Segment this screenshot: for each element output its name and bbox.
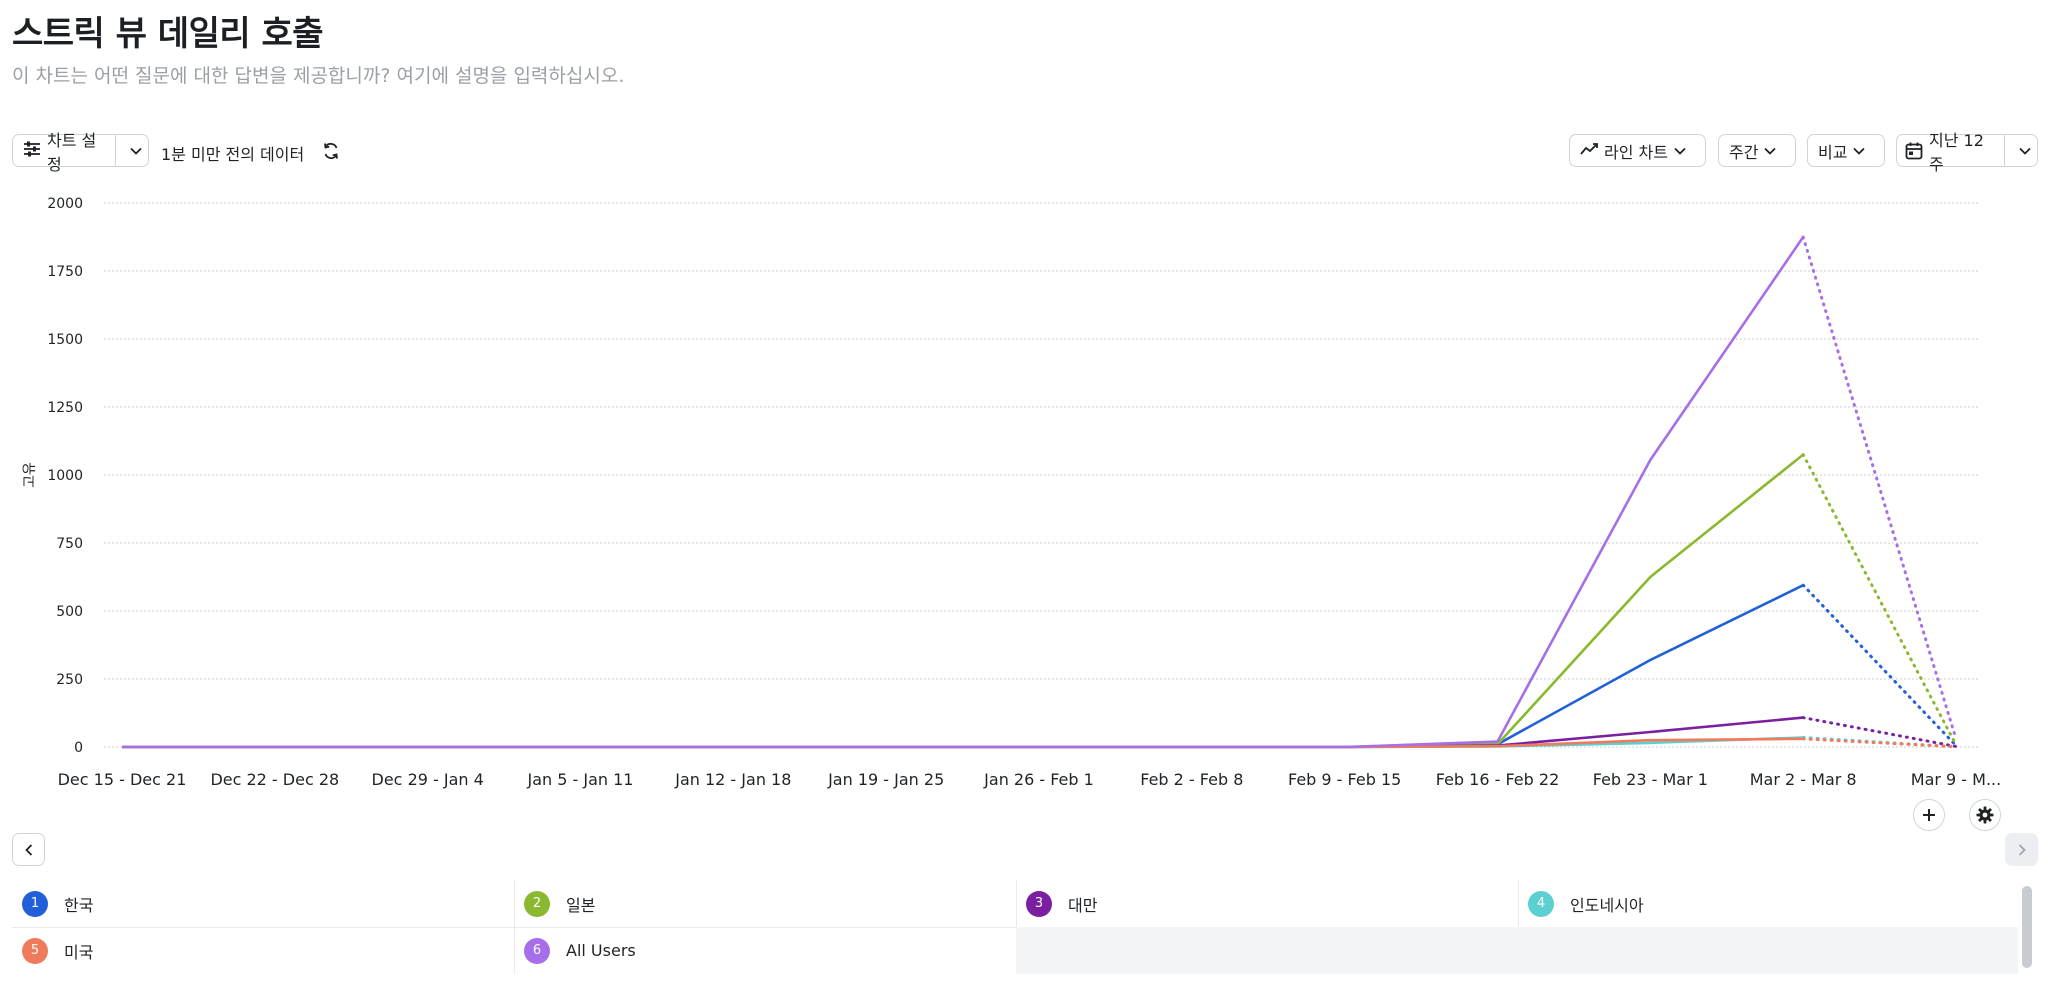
chart-settings-label: 차트 설정 (47, 130, 97, 174)
x-tick-label: Feb 23 - Mar 1 (1593, 770, 1708, 789)
y-tick-label: 1250 (47, 400, 83, 416)
chevron-left-icon (24, 843, 33, 856)
series-line-incomplete (1801, 583, 1958, 748)
series-line-incomplete (1801, 235, 1958, 741)
x-tick-label: Feb 16 - Feb 22 (1436, 770, 1560, 789)
chevron-down-icon (1853, 147, 1866, 155)
series-line (122, 236, 1805, 749)
series-line (122, 453, 1805, 749)
legend-badge: 1 (22, 890, 48, 917)
chevron-down-icon[interactable] (2013, 147, 2037, 155)
chart-type-select[interactable]: 라인 차트 (1569, 134, 1706, 167)
x-tick-label: Jan 19 - Jan 25 (827, 770, 944, 789)
legend-item-japan[interactable]: 2 일본 (514, 880, 1016, 927)
legend-item-indonesia[interactable]: 4 인도네시아 (1518, 880, 2018, 927)
legend-badge: 2 (524, 890, 550, 917)
chevron-down-icon (1764, 147, 1777, 155)
date-range-label: 지난 12주 (1929, 130, 1984, 174)
legend-label: 일본 (566, 895, 596, 915)
legend: 1 한국 2 일본 3 대만 4 인도네시아 5 미국 6 All Users (12, 880, 2018, 974)
y-tick-label: 250 (56, 672, 83, 688)
legend-divider (514, 927, 515, 974)
legend-label: 미국 (64, 942, 94, 962)
y-tick-label: 1750 (47, 264, 83, 280)
compare-label: 비교 (1818, 142, 1848, 162)
date-range-select[interactable]: 지난 12주 (1896, 131, 2038, 174)
legend-divider (514, 880, 515, 927)
legend-label: 대만 (1068, 895, 1098, 915)
y-axis-label: 고유 (22, 462, 38, 488)
gear-icon (1976, 806, 1994, 824)
sliders-icon (23, 141, 41, 161)
legend-label: All Users (566, 941, 636, 960)
x-tick-label: Dec 15 - Dec 21 (58, 770, 187, 789)
legend-badge: 4 (1528, 890, 1554, 917)
legend-label: 한국 (64, 895, 94, 915)
line-chart-icon (1580, 141, 1598, 160)
series-line-incomplete (1801, 737, 1958, 749)
y-tick-label: 0 (74, 740, 83, 756)
x-tick-label: Dec 22 - Dec 28 (210, 770, 339, 789)
series-line (122, 716, 1804, 749)
plus-icon (1922, 808, 1936, 822)
legend-item-all-users[interactable]: 6 All Users (514, 927, 1016, 974)
data-freshness-text: 1분 미만 전의 데이터 (161, 145, 305, 164)
y-tick-label: 2000 (47, 196, 83, 212)
chevron-down-icon[interactable] (124, 147, 148, 155)
x-tick-label: Jan 5 - Jan 11 (527, 770, 634, 789)
calendar-icon (1905, 142, 1923, 160)
legend-empty-area (1016, 927, 2018, 974)
compare-select[interactable]: 비교 (1807, 134, 1885, 167)
interval-label: 주간 (1729, 142, 1759, 162)
legend-item-taiwan[interactable]: 3 대만 (1016, 880, 1518, 927)
x-tick-label: Feb 2 - Feb 8 (1140, 770, 1243, 789)
x-tick-label: Dec 29 - Jan 4 (372, 770, 484, 789)
refresh-icon[interactable] (319, 139, 343, 163)
legend-badge: 6 (524, 937, 550, 964)
series-line-incomplete (1801, 453, 1958, 747)
legend-item-korea[interactable]: 1 한국 (12, 880, 514, 927)
chart-options-button[interactable] (1969, 799, 2001, 831)
y-tick-label: 750 (56, 536, 83, 552)
legend-badge: 3 (1026, 890, 1052, 917)
x-tick-label: Jan 26 - Feb 1 (983, 770, 1094, 789)
legend-label: 인도네시아 (1570, 895, 1644, 915)
legend-prev-button[interactable] (12, 833, 45, 866)
chart-type-label: 라인 차트 (1604, 142, 1668, 162)
line-chart[interactable]: 0 250 500 750 1000 1250 1500 1750 2000 고유 Dec 15 -… (0, 185, 2048, 805)
y-tick-label: 500 (56, 604, 83, 620)
x-tick-label: Mar 9 - M... (1911, 770, 2001, 789)
x-tick-label: Mar 2 - Mar 8 (1750, 770, 1857, 789)
legend-item-usa[interactable]: 5 미국 (12, 927, 514, 974)
y-tick-label: 1500 (47, 332, 83, 348)
page-title: 스트릭 뷰 데일리 호출 (12, 14, 324, 54)
legend-divider (1518, 880, 1519, 927)
interval-select[interactable]: 주간 (1718, 134, 1796, 167)
chart-description[interactable]: 이 차트는 어떤 질문에 대한 답변을 제공합니까? 여기에 설명을 입력하십시… (12, 65, 625, 87)
y-tick-label: 1000 (47, 468, 83, 484)
legend-divider (1016, 880, 1017, 927)
x-tick-label: Jan 12 - Jan 18 (674, 770, 791, 789)
legend-next-button[interactable] (2005, 833, 2038, 866)
series-line-incomplete (1801, 716, 1958, 748)
legend-scrollbar-thumb[interactable] (2022, 886, 2032, 968)
add-series-button[interactable] (1913, 799, 1945, 831)
chart-settings-button[interactable]: 차트 설정 (12, 131, 149, 174)
series-line (122, 736, 1804, 749)
chevron-down-icon (1674, 147, 1686, 155)
chevron-right-icon (2018, 843, 2026, 856)
series-line (122, 584, 1804, 749)
x-tick-label: Feb 9 - Feb 15 (1288, 770, 1401, 789)
legend-badge: 5 (22, 937, 48, 964)
